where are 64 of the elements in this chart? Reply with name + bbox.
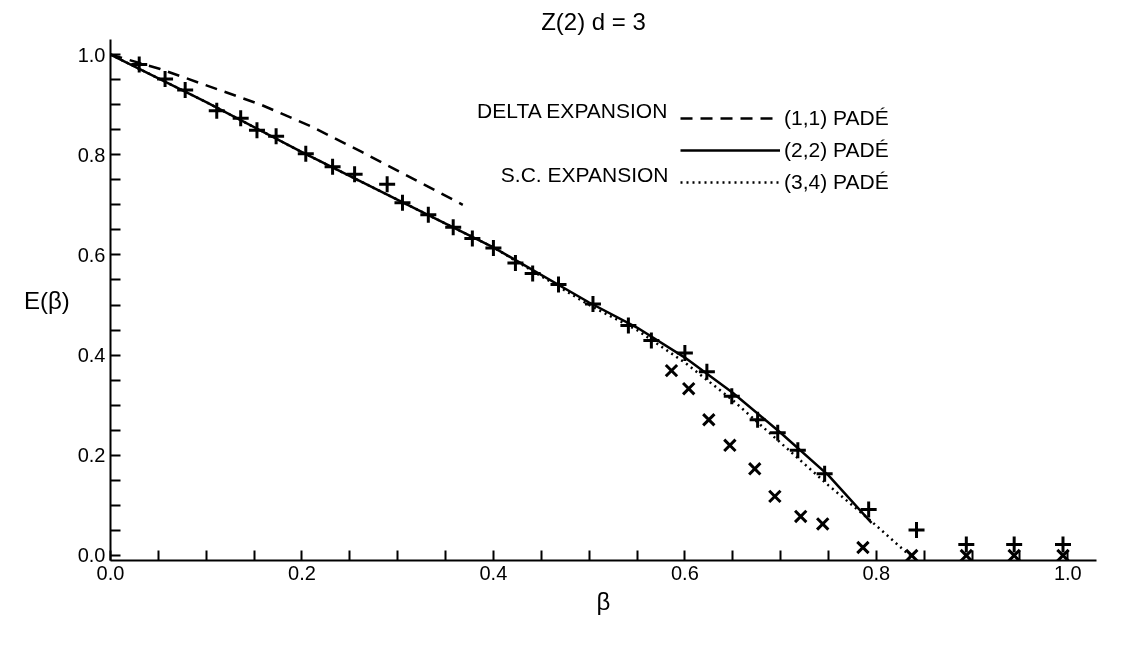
- y-tick-label: 1.0: [77, 43, 106, 66]
- y-axis-title: E(β): [23, 286, 70, 314]
- x-tick-label: 0.4: [479, 561, 508, 584]
- y-tick-label: 0.4: [77, 344, 106, 367]
- point: [859, 499, 879, 519]
- point: [418, 205, 438, 225]
- point: [377, 174, 397, 194]
- point: [722, 386, 742, 406]
- point: [748, 410, 768, 430]
- x-tick-label: 0.2: [288, 561, 316, 584]
- point: [523, 263, 543, 283]
- point: [462, 228, 482, 248]
- point: [247, 120, 267, 140]
- point: [747, 461, 762, 476]
- point: [266, 126, 286, 146]
- point: [175, 80, 195, 100]
- point: [722, 438, 738, 453]
- y-tick-label: 0.8: [77, 143, 106, 166]
- point: [296, 144, 316, 164]
- annotation: DELTA EXPANSION: [477, 99, 668, 122]
- y-tick-label: 0.6: [77, 243, 106, 266]
- x-tick-label: 1.0: [1053, 561, 1082, 584]
- point: [664, 363, 679, 378]
- point: [815, 464, 835, 484]
- point: [675, 343, 695, 363]
- legend-label: (2,2) PADÉ: [784, 138, 889, 162]
- point: [855, 540, 871, 555]
- point: [1055, 548, 1071, 561]
- point: [681, 381, 696, 396]
- point: [793, 509, 808, 524]
- legend-label: (1,1) PADÉ: [784, 106, 889, 130]
- point: [956, 534, 976, 554]
- point: [549, 274, 569, 294]
- point: [323, 157, 343, 177]
- annotation: S.C. EXPANSION: [500, 163, 669, 186]
- legend-label: (3,4) PADÉ: [784, 170, 889, 194]
- x-tick-label: 0.8: [862, 561, 891, 584]
- point: [907, 520, 927, 540]
- chart-title: Z(2) d = 3: [541, 7, 646, 35]
- point: [767, 489, 783, 504]
- point: [443, 217, 463, 237]
- point: [697, 362, 717, 382]
- point: [904, 548, 919, 561]
- point: [155, 69, 175, 89]
- point: [788, 440, 808, 460]
- point: [392, 193, 412, 213]
- point: [207, 101, 227, 121]
- x-axis-title: β: [596, 587, 611, 615]
- y-tick-label: 0.2: [77, 444, 106, 467]
- point: [618, 316, 638, 336]
- x-tick-label: 0.6: [670, 561, 699, 584]
- point: [483, 238, 503, 258]
- point: [815, 516, 830, 532]
- point: [768, 423, 788, 443]
- point: [1007, 548, 1022, 561]
- point: [1004, 534, 1024, 554]
- point: [231, 108, 251, 128]
- point: [959, 548, 974, 561]
- point: [701, 412, 716, 427]
- point: [583, 294, 603, 314]
- point: [345, 164, 365, 184]
- point: [129, 55, 149, 75]
- point: [641, 331, 661, 351]
- point: [505, 253, 525, 273]
